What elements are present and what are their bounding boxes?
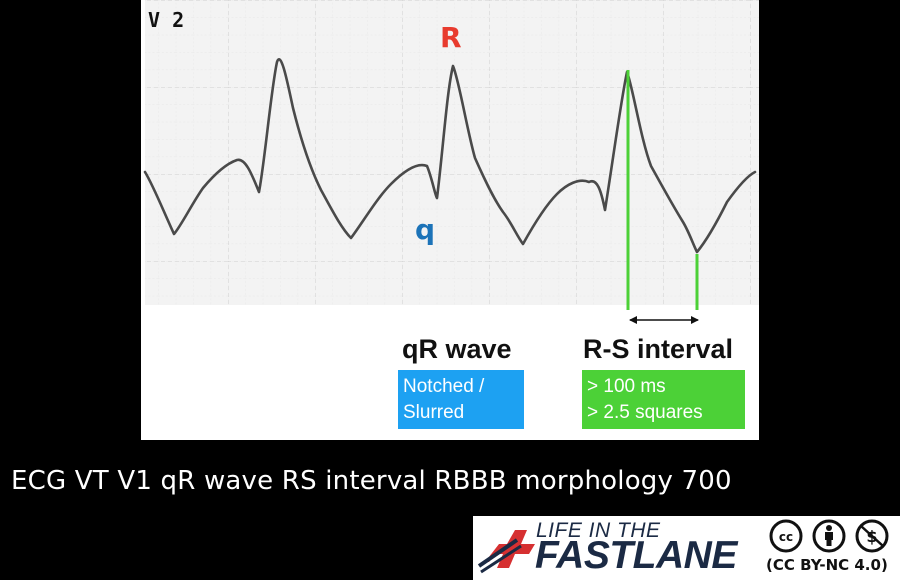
rs-interval-heading: R-S interval	[583, 334, 734, 364]
medical-cross-logo-icon	[477, 530, 535, 574]
noncommercial-icon: $	[855, 519, 889, 553]
rs-criteria-line: > 100 ms	[587, 376, 666, 397]
rs-criteria-line: > 2.5 squares	[587, 402, 703, 423]
lead-label: V 2	[148, 8, 185, 32]
lifeinthefastlane-logo: LIFE IN THE FASTLANE cc $ (CC BY-NC 4.0)	[473, 516, 900, 580]
q-wave-label: q	[415, 213, 436, 246]
logo-text-top: LIFE IN THE	[536, 519, 661, 542]
cc-icons: cc $	[769, 519, 889, 553]
rs-interval-arrow	[629, 316, 699, 324]
ecg-strip	[143, 0, 759, 310]
qr-wave-heading: qR wave	[402, 334, 512, 364]
logo-text-main: FASTLANE	[535, 534, 737, 577]
rs-interval-criteria-box: > 100 ms > 2.5 squares	[582, 370, 745, 429]
r-wave-label: R	[440, 21, 462, 54]
image-caption: ECG VT V1 qR wave RS interval RBBB morph…	[11, 466, 732, 496]
qr-criteria-line: Slurred	[403, 402, 465, 423]
svg-text:cc: cc	[779, 530, 793, 544]
qr-wave-criteria-box: Notched / Slurred	[398, 370, 524, 429]
cc-icon: cc	[769, 519, 803, 553]
attribution-icon	[812, 519, 846, 553]
ecg-trace	[143, 58, 757, 254]
license-text: (CC BY-NC 4.0)	[766, 556, 888, 574]
qr-criteria-line: Notched /	[403, 376, 485, 397]
